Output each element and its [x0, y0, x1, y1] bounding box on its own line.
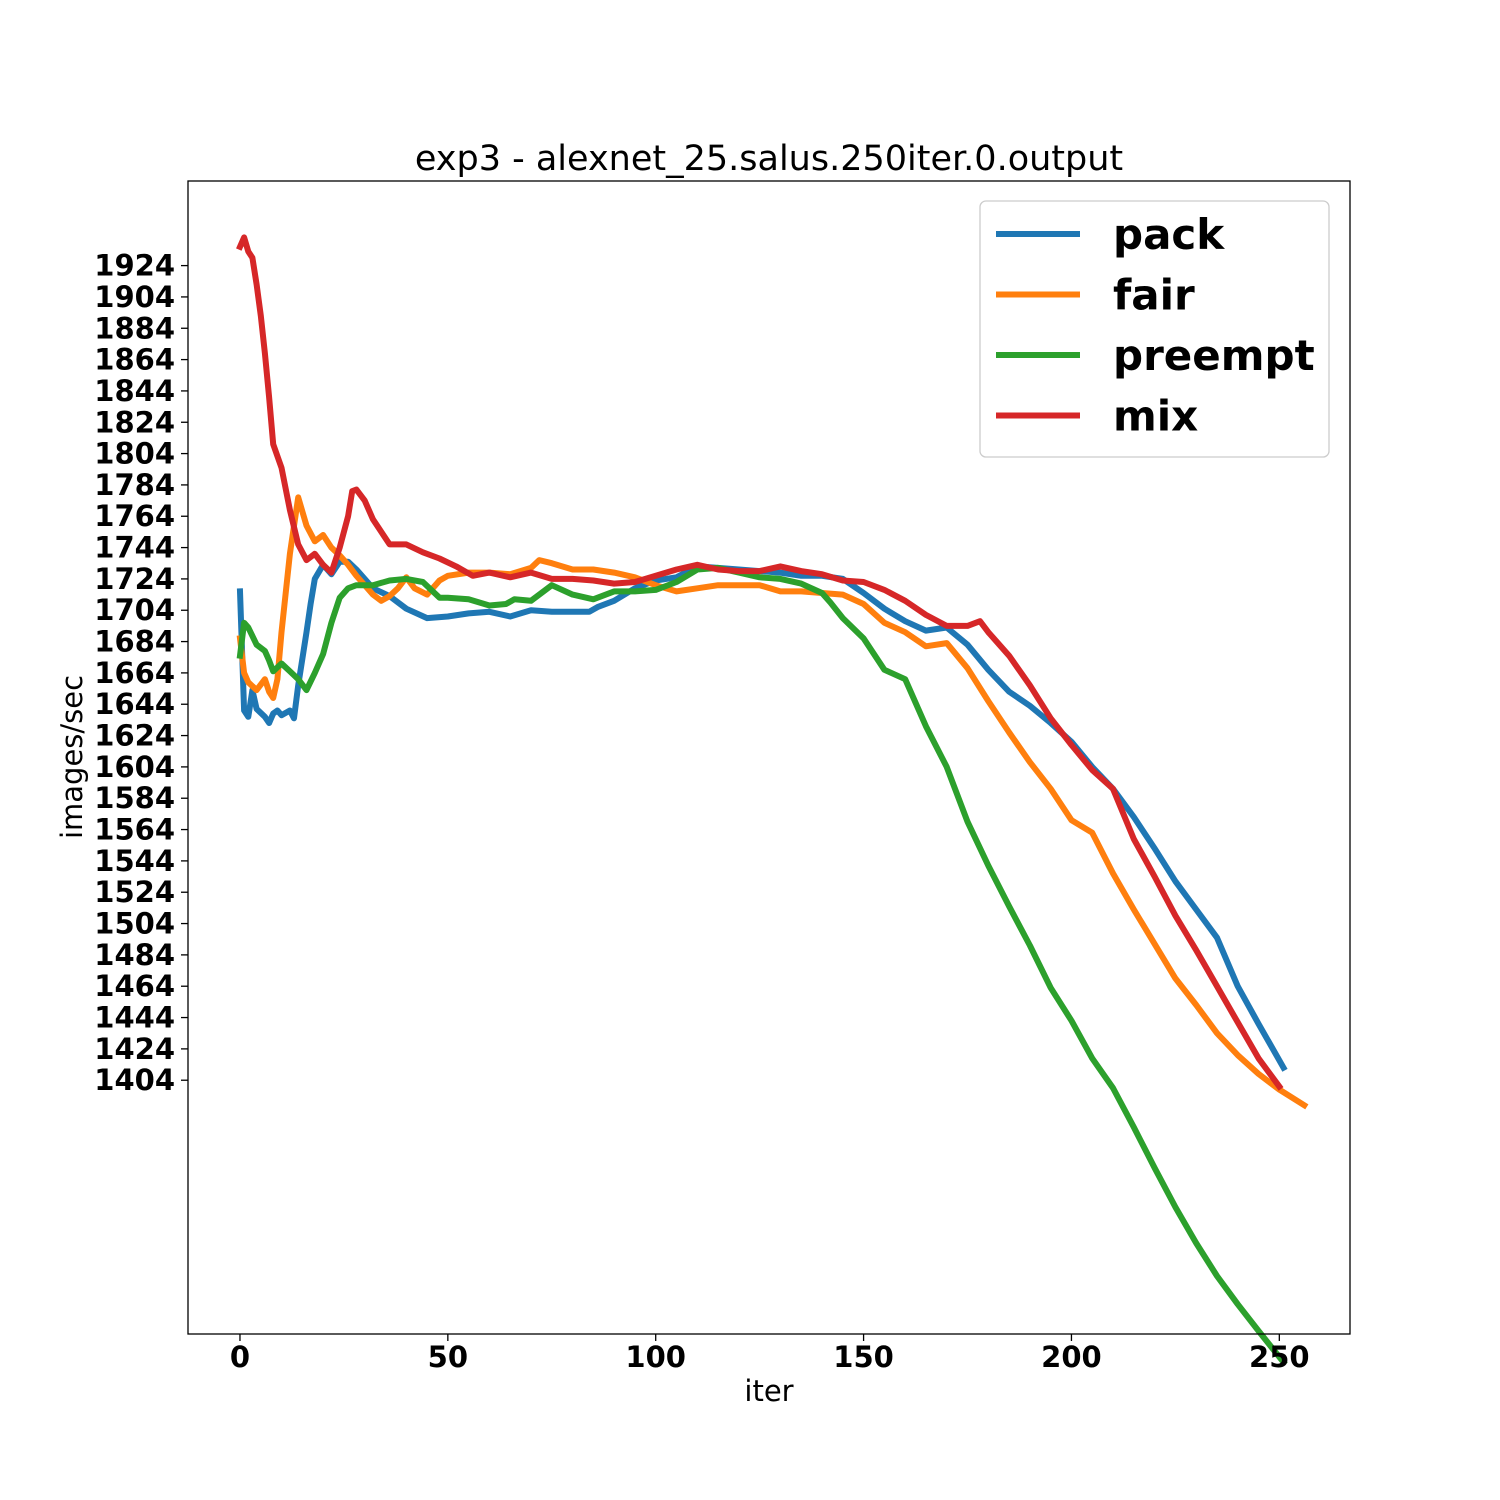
x-tick-label: 200: [1041, 1340, 1102, 1374]
x-tick-label: 150: [833, 1340, 894, 1374]
y-tick-label: 1844: [94, 374, 175, 408]
series-line-preempt: [236, 564, 1288, 1367]
x-axis: 0 50 100 150 200 250: [230, 1334, 1310, 1374]
y-tick-label: 1584: [94, 781, 175, 815]
y-tick-label: 1784: [94, 468, 175, 502]
legend: pack fair preempt mix: [979, 200, 1330, 458]
y-tick-label: 1924: [94, 249, 175, 283]
legend-label-mix: mix: [1113, 392, 1198, 441]
y-tick-label: 1464: [94, 969, 175, 1003]
legend-label-preempt: preempt: [1113, 331, 1315, 380]
y-tick-label: 1564: [94, 813, 175, 847]
x-tick-label: 0: [230, 1340, 250, 1374]
x-axis-label: iter: [744, 1374, 793, 1408]
y-tick-label: 1824: [94, 405, 175, 439]
y-tick-label: 1544: [94, 844, 175, 878]
y-tick-label: 1704: [94, 593, 175, 627]
y-tick-label: 1624: [94, 719, 175, 753]
y-tick-label: 1764: [94, 499, 175, 533]
y-tick-label: 1644: [94, 687, 175, 721]
y-tick-label: 1864: [94, 343, 175, 377]
chart-title: exp3 - alexnet_25.salus.250iter.0.output: [415, 139, 1123, 179]
y-tick-label: 1884: [94, 311, 175, 345]
x-tick-label: 250: [1249, 1340, 1310, 1374]
x-tick-label: 50: [428, 1340, 468, 1374]
y-tick-label: 1604: [94, 750, 175, 784]
y-tick-label: 1524: [94, 875, 175, 909]
y-tick-label: 1724: [94, 562, 175, 596]
series-line-fair: [236, 494, 1309, 1110]
y-tick-label: 1904: [94, 280, 175, 314]
y-tick-label: 1424: [94, 1032, 175, 1066]
plot-frame: [187, 180, 1351, 1335]
legend-box: [979, 200, 1330, 458]
y-tick-label: 1484: [94, 938, 175, 972]
y-tick-label: 1444: [94, 1001, 175, 1035]
x-tick-label: 100: [625, 1340, 686, 1374]
legend-label-pack: pack: [1113, 210, 1225, 259]
y-tick-label: 1404: [94, 1063, 175, 1097]
y-tick-label: 1804: [94, 437, 175, 471]
y-tick-label: 1504: [94, 907, 175, 941]
series-layer: [236, 234, 1309, 1367]
y-tick-label: 1664: [94, 656, 175, 690]
legend-label-fair: fair: [1113, 271, 1195, 320]
y-tick-label: 1684: [94, 625, 175, 659]
y-tick-label: 1744: [94, 531, 175, 565]
y-axis-label: images/sec: [55, 675, 89, 839]
series-line-mix: [236, 234, 1284, 1091]
y-axis: 1404142414441464148415041524154415641584…: [94, 249, 188, 1097]
